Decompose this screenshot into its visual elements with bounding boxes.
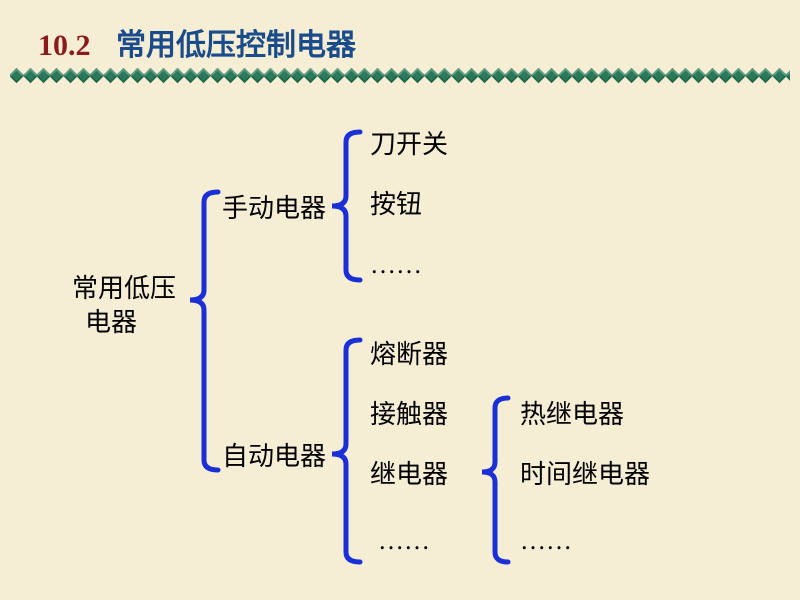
- bracket: [482, 398, 518, 562]
- bracket: [332, 132, 370, 280]
- root-node-child-0-child-2: ……: [370, 248, 422, 282]
- divider: [10, 68, 790, 84]
- bracket: [332, 340, 370, 562]
- root-node-child-0-child-0: 刀开关: [370, 128, 448, 162]
- root-node-child-1: 自动电器: [222, 440, 326, 474]
- root-node: 常用低压 电器: [72, 272, 176, 340]
- root-node-child-1-child-2-child-2: ……: [520, 524, 572, 558]
- slide-title: 10.2 常用低压控制电器: [38, 20, 356, 64]
- root-node-child-1-child-1: 接触器: [370, 398, 448, 432]
- root-node-child-1-child-0: 熔断器: [370, 338, 448, 372]
- root-node-child-1-child-3: ……: [378, 524, 430, 558]
- root-node-child-0: 手动电器: [222, 192, 326, 226]
- title-text: 常用低压控制电器: [116, 29, 356, 62]
- root-node-child-0-child-1: 按钮: [370, 188, 422, 222]
- bracket: [190, 192, 228, 470]
- root-node-child-1-child-2: 继电器: [370, 458, 448, 492]
- title-number: 10.2: [38, 29, 91, 62]
- root-node-child-1-child-2-child-0: 热继电器: [520, 398, 624, 432]
- root-node-child-1-child-2-child-1: 时间继电器: [520, 458, 650, 492]
